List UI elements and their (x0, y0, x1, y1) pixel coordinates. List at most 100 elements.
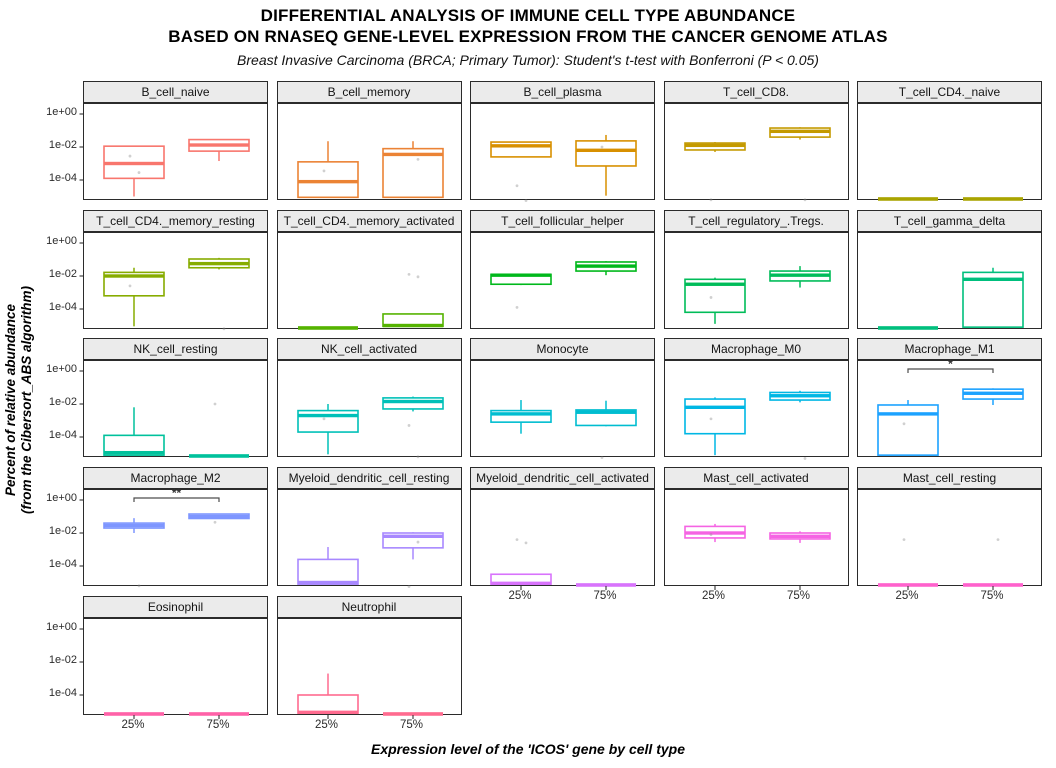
box-T_cell_gamma_delta-75% (962, 267, 1024, 328)
facet-strip-Mast_cell_activated: Mast_cell_activated (663, 467, 849, 490)
boxplot-svg-B_cell_naive (79, 113, 250, 197)
box-T_cell_CD8.-25% (683, 142, 746, 152)
box-Mast_cell_activated-25% (683, 524, 746, 543)
facet-panel-T_cell_gamma_delta (857, 231, 1042, 330)
boxplot-svg-Eosinophil (79, 628, 249, 719)
jitter-dot (222, 327, 226, 330)
box-T_cell_CD4._memory_resting-75% (188, 257, 250, 270)
box-Mast_cell_activated-75% (768, 531, 831, 543)
x-tick-label: 75% (399, 718, 424, 731)
boxplot-svg-Mast_cell_activated (683, 524, 831, 591)
facet-strip-NK_cell_resting: NK_cell_resting (83, 338, 268, 361)
facet-panel-T_cell_follicular_helper (470, 231, 655, 329)
facet-strip-Macrophage_M1: Macrophage_M1 (857, 338, 1042, 361)
facet-panel-B_cell_plasma (470, 103, 655, 203)
facet-panel-T_cell_CD8. (663, 103, 849, 202)
facet-strip-T_cell_regulatory_.Tregs.: T_cell_regulatory_.Tregs. (663, 209, 849, 232)
y-tick-label: 1e-02 (48, 396, 77, 409)
y-tick-label: 1e+00 (46, 234, 77, 247)
facet-panel-Macrophage_M1: * (857, 357, 1042, 458)
box-T_cell_follicular_helper-25% (490, 273, 552, 285)
facet-strip-Myeloid_dendritic_cell_activated: Myeloid_dendritic_cell_activated (470, 467, 655, 490)
facet-strip-T_cell_CD4._naive: T_cell_CD4._naive (857, 81, 1042, 103)
box-T_cell_CD4._memory_resting-25% (103, 267, 165, 327)
x-tick-label: 75% (593, 590, 617, 603)
jitter-dot (515, 538, 519, 542)
jitter-dot (128, 284, 132, 287)
box-T_cell_CD4._memory_activated-75% (381, 312, 444, 327)
facet-panel-Eosinophil (79, 617, 268, 719)
significance-bracket (907, 368, 994, 374)
box-NK_cell_resting-75% (189, 454, 249, 459)
facet-panel-T_cell_CD4._naive (857, 103, 1042, 201)
jitter-dot (213, 402, 217, 406)
jitter-dot (322, 169, 325, 173)
box-B_cell_naive-25% (103, 145, 165, 197)
boxplot-svg-Mast_cell_resting (878, 538, 1023, 591)
facet-strip-B_cell_naive: B_cell_naive (83, 81, 268, 103)
boxplot-svg-T_cell_gamma_delta (878, 267, 1024, 330)
jitter-dot (515, 184, 519, 188)
jitter-dot (416, 157, 419, 161)
box-NK_cell_activated-25% (296, 404, 359, 455)
box-Macrophage_M2-75% (188, 513, 250, 520)
y-tick-label: 1e-04 (48, 429, 77, 442)
box-B_cell_memory-25% (296, 141, 359, 199)
jitter-dot (709, 417, 712, 421)
boxplot-svg-Macrophage_M1: * (877, 357, 1024, 457)
box-T_cell_CD4._naive-75% (963, 197, 1023, 201)
facet-strip-Mast_cell_resting: Mast_cell_resting (857, 467, 1042, 490)
box-Myeloid_dendritic_cell_activated-75% (576, 583, 636, 587)
facet-panel-T_cell_CD4._memory_resting (79, 231, 268, 330)
boxplot-svg-T_cell_regulatory_.Tregs. (683, 265, 831, 324)
boxplot-svg-T_cell_CD4._memory_activated (297, 272, 444, 330)
boxplot-svg-T_cell_CD8. (683, 127, 831, 202)
facet-strip-NK_cell_activated: NK_cell_activated (276, 338, 462, 361)
y-tick-label: 1e+00 (46, 620, 77, 633)
facet-strip-T_cell_follicular_helper: T_cell_follicular_helper (470, 209, 655, 232)
y-tick-label: 1e-02 (48, 653, 77, 666)
box-Monocyte-75% (575, 401, 637, 427)
boxplot-svg-NK_cell_activated (296, 396, 444, 459)
y-tick-label: 1e+00 (46, 363, 77, 376)
jitter-dot (709, 533, 712, 537)
box-Myeloid_dendritic_cell_resting-75% (381, 532, 444, 560)
boxplot-svg-T_cell_CD4._naive (878, 197, 1023, 201)
facet-panel-Mast_cell_resting (857, 489, 1042, 591)
box-Mast_cell_resting-25% (878, 583, 938, 587)
box-T_cell_regulatory_.Tregs.-25% (683, 277, 746, 324)
facet-strip-Macrophage_M2: Macrophage_M2 (83, 467, 268, 490)
y-axis-title-line1: Percent of relative abundance (3, 303, 18, 497)
box-Macrophage_M1-75% (962, 388, 1024, 406)
facet-strip-Monocyte: Monocyte (470, 338, 655, 361)
box-Eosinophil-75% (189, 711, 249, 716)
jitter-dot (524, 541, 528, 545)
boxplot-svg-NK_cell_resting (79, 370, 249, 459)
x-tick-label: 75% (206, 718, 230, 731)
box-B_cell_plasma-25% (490, 141, 552, 158)
y-tick-label: 1e-04 (48, 686, 77, 699)
box-Monocyte-25% (490, 400, 552, 435)
facet-strip-T_cell_CD8.: T_cell_CD8. (663, 81, 849, 103)
facet-strip-T_cell_CD4._memory_activated: T_cell_CD4._memory_activated (276, 209, 462, 232)
y-tick-label: 1e-02 (48, 525, 77, 538)
facet-panel-Macrophage_M2: ** (79, 486, 268, 588)
jitter-dot (902, 422, 906, 426)
chart-title-line1: DIFFERENTIAL ANALYSIS OF IMMUNE CELL TYP… (260, 6, 796, 25)
boxplot-svg-B_cell_plasma (490, 134, 637, 203)
significance-bracket (133, 497, 220, 503)
jitter-dot (322, 417, 325, 421)
facet-panel-T_cell_regulatory_.Tregs. (663, 231, 849, 329)
box-T_cell_follicular_helper-75% (575, 260, 637, 275)
box-T_cell_CD8.-75% (768, 127, 831, 140)
facet-panel-Mast_cell_activated (663, 489, 849, 591)
box-Macrophage_M0-75% (768, 391, 831, 403)
jitter-dot (407, 272, 410, 276)
box-B_cell_plasma-75% (575, 134, 637, 196)
y-tick-label: 1e-04 (48, 300, 77, 313)
jitter-dot (515, 305, 519, 309)
box-NK_cell_activated-75% (381, 396, 444, 412)
jitter-dot (416, 540, 419, 544)
box-T_cell_regulatory_.Tregs.-75% (768, 265, 831, 288)
significance-stars: ** (172, 486, 182, 500)
